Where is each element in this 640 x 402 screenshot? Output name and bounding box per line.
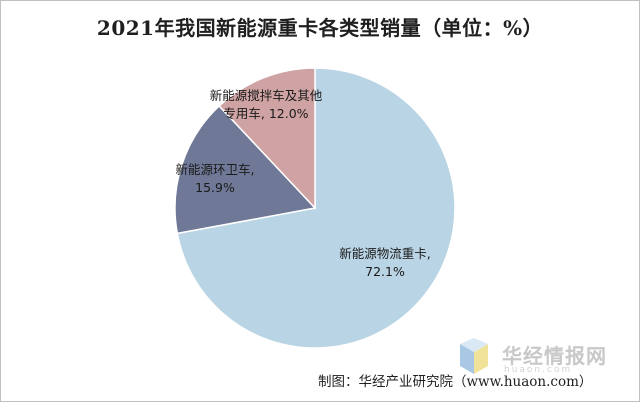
- slice-sanitation: [174, 104, 317, 235]
- pie-labels: 新能源物流重卡, 72.1% 新能源环卫车, 15.9% 新能源搅拌车及其他 专…: [176, 88, 431, 279]
- source-note: 制图：华经产业研究院（www.huaon.com）: [318, 374, 593, 390]
- slice-label-logistics-name: 新能源物流重卡,: [339, 246, 430, 261]
- slice-label-sanitation-name: 新能源环卫车,: [176, 162, 255, 177]
- chart-title: 2021年我国新能源重卡各类型销量（单位：%）: [96, 16, 544, 40]
- slice-label-logistics-value: 72.1%: [365, 264, 405, 279]
- watermark: 华经情报网 huaon.com: [458, 338, 628, 378]
- slice-label-mixer-name: 新能源搅拌车及其他: [210, 88, 323, 103]
- watermark-logo-icon: [460, 338, 488, 374]
- slice-mixer-other: [218, 67, 316, 210]
- slice-label-mixer-value: 专用车, 12.0%: [223, 106, 308, 121]
- slice-label-sanitation-value: 15.9%: [195, 180, 235, 195]
- slice-logistics: [176, 67, 456, 349]
- watermark-text: 华经情报网: [502, 344, 607, 368]
- watermark-subtext: huaon.com: [504, 365, 573, 375]
- pie-slices: [174, 67, 456, 349]
